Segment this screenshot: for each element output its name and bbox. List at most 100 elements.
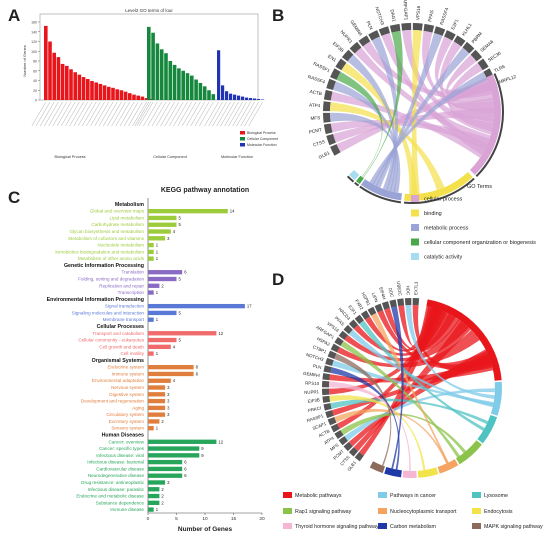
panel-c-bar-value: 1 bbox=[156, 317, 159, 322]
panel-d-gene-label: MFS bbox=[329, 442, 339, 452]
panel-d-chord bbox=[340, 340, 461, 458]
panel-a-ylabel: Number of Genes bbox=[22, 45, 27, 77]
panel-a-xtick-label bbox=[216, 101, 231, 127]
panel-d-gene-label: PCMT bbox=[332, 449, 345, 461]
panel-d-legend-label: Rap1 signaling pathway bbox=[295, 509, 352, 515]
panel-d-chord bbox=[337, 330, 480, 368]
panel-a-bar bbox=[233, 94, 237, 100]
panel-d-gene-segment bbox=[374, 303, 383, 313]
panel-d-gene-segment bbox=[389, 299, 397, 308]
panel-d-legend-label: Endocytosis bbox=[484, 509, 513, 515]
panel-c-bar bbox=[148, 337, 177, 343]
panel-c-bar-value: 5 bbox=[179, 310, 182, 315]
panel-a-bar bbox=[86, 79, 90, 100]
panel-b-gene-segment bbox=[341, 49, 354, 62]
panel-b-gene-segment bbox=[444, 30, 456, 41]
panel-d-gene-segment bbox=[404, 298, 412, 306]
panel-b-term-arc bbox=[469, 74, 501, 175]
panel-d-gene-segment bbox=[323, 403, 332, 411]
panel-d-chord bbox=[340, 413, 467, 454]
panel-b-gene-segment bbox=[323, 123, 333, 135]
panel-c-bar-value: 1 bbox=[156, 507, 159, 512]
panel-d-gene-label: GEMIN4 bbox=[303, 371, 321, 378]
panel-d-gene-label: PRKCI bbox=[307, 405, 321, 413]
panel-d-gene-segment bbox=[354, 452, 364, 462]
panel-d-gene-label: E2F1 bbox=[347, 304, 358, 316]
panel-c-item-label: Immune system bbox=[112, 371, 145, 376]
panel-c-item-label: Transcription bbox=[118, 290, 145, 295]
panel-c-bar bbox=[148, 365, 194, 370]
panel-c-bar-value: 1 bbox=[156, 256, 159, 261]
panel-b-gene-segment bbox=[368, 30, 380, 41]
panel-b-chord bbox=[333, 81, 398, 193]
panel-c-bar-value: 14 bbox=[230, 209, 235, 214]
panel-a-bar bbox=[190, 75, 194, 100]
panel-d-chord bbox=[377, 310, 492, 370]
panel-d-gene-segment bbox=[343, 441, 353, 452]
panel-c-bar bbox=[148, 290, 154, 295]
panel-d-gene-segment bbox=[338, 330, 348, 340]
panel-a-bar bbox=[177, 68, 181, 100]
panel-c-item-label: Global and overview maps bbox=[90, 209, 145, 214]
panel-c-bar-value: 12 bbox=[218, 439, 223, 444]
panel-c-item-label: Cell motility bbox=[121, 351, 145, 356]
panel-a-bar bbox=[94, 82, 98, 100]
panel-d-gene-label: LIPN bbox=[371, 292, 379, 303]
panel-a-bar bbox=[56, 57, 61, 100]
panel-c-item-label: Excretory system bbox=[109, 419, 144, 424]
panel-a-xtick-label bbox=[103, 101, 118, 127]
panel-d-chord bbox=[332, 360, 494, 406]
panel-c-bar-value: 5 bbox=[179, 215, 182, 220]
panel-a-ytick-label: 0 bbox=[35, 99, 37, 103]
panel-d-legend-swatch bbox=[283, 508, 292, 514]
panel-a-bar bbox=[151, 32, 155, 100]
panel-b-gene-label: VPS16 bbox=[415, 5, 421, 20]
panel-d-gene-label: UBE2C bbox=[396, 281, 403, 296]
panel-b-chord bbox=[434, 36, 492, 96]
panel-b-term-arc bbox=[360, 179, 403, 201]
panel-b-chord bbox=[330, 112, 401, 193]
panel-a-bar bbox=[164, 53, 168, 100]
panel-b-chord bbox=[330, 91, 486, 158]
panel-c-letter: C bbox=[8, 188, 21, 207]
panel-b-gene-segment bbox=[323, 89, 333, 101]
panel-d-chord bbox=[330, 367, 400, 470]
panel-a-bar bbox=[147, 26, 151, 100]
panel-a-bar bbox=[159, 49, 164, 100]
panel-d-gene-label: EIF4H bbox=[378, 287, 387, 300]
panel-b-gene-label: EN1 bbox=[327, 54, 338, 63]
panel-c-item-label: Replication and repair bbox=[99, 283, 144, 288]
panel-a-xtick-label bbox=[98, 101, 114, 127]
panel-d-gene-label: SCAP1 bbox=[312, 421, 328, 431]
panel-b-chord bbox=[330, 102, 445, 191]
panel-b-legend-swatch bbox=[411, 209, 419, 217]
panel-a-bar bbox=[229, 93, 233, 100]
panel-a-xtick-label bbox=[69, 101, 84, 127]
panel-b-gene-label: GLB1 bbox=[318, 150, 331, 160]
panel-b-chord bbox=[354, 47, 491, 147]
panel-d-chord bbox=[359, 320, 485, 431]
panel-c-bar-value: 3 bbox=[167, 412, 170, 417]
panel-a-bar bbox=[155, 43, 160, 100]
panel-a-bar bbox=[194, 79, 198, 100]
panel-d-gene-segment bbox=[338, 436, 348, 446]
panel-a-legend-swatch bbox=[240, 143, 245, 147]
panel-d-gene-segment bbox=[397, 298, 405, 307]
panel-c-bar bbox=[148, 466, 183, 472]
panel-a-xtick-label bbox=[143, 101, 158, 127]
panel-d-legend-swatch bbox=[378, 492, 387, 498]
panel-a-bar bbox=[185, 73, 190, 100]
panel-b-legend-label: cellular component organization or bioge… bbox=[424, 240, 536, 246]
panel-c-bar bbox=[148, 419, 160, 424]
panel-b-chord bbox=[439, 41, 494, 123]
panel-d-gene-label: GLB1 bbox=[346, 460, 357, 472]
panel-b-chord bbox=[330, 120, 490, 150]
panel-b-letter: B bbox=[272, 6, 285, 25]
panel-a-ytick-label: 120 bbox=[31, 40, 37, 44]
panel-a-ytick-label: 80 bbox=[33, 60, 37, 64]
panel-c-bar-value: 6 bbox=[184, 460, 187, 465]
panel-a-xtick-label bbox=[204, 101, 219, 127]
panel-a-ytick-label: 160 bbox=[31, 21, 37, 25]
panel-c-item-label: Xenobiotics biodegradation and metabolis… bbox=[55, 249, 144, 254]
panel-c-bar bbox=[148, 392, 166, 397]
